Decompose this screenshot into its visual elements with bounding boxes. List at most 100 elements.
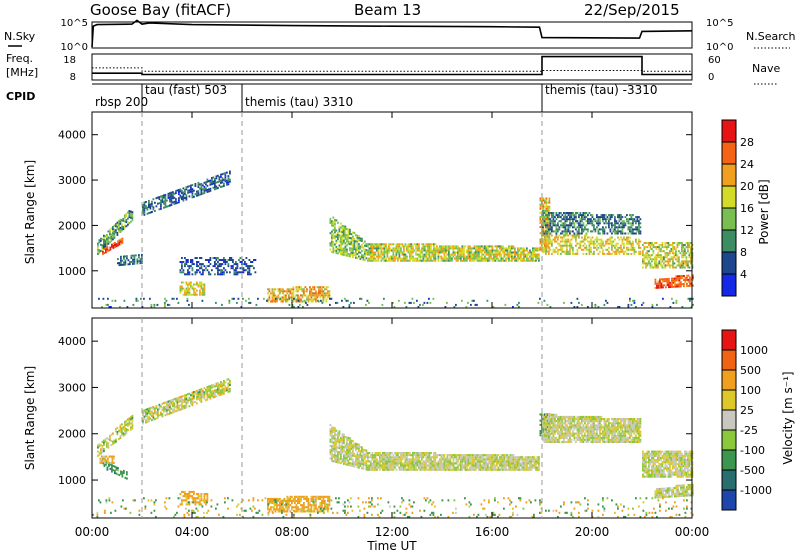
range-cell <box>455 255 458 258</box>
range-cell <box>193 395 195 398</box>
range-cell <box>649 256 652 259</box>
range-cell <box>431 251 434 254</box>
range-cell <box>182 287 185 290</box>
range-cell <box>681 242 683 244</box>
range-cell <box>338 228 341 231</box>
range-cell <box>163 194 165 197</box>
range-cell <box>638 232 640 235</box>
range-cell <box>467 251 470 254</box>
range-cell <box>633 218 636 221</box>
range-cell <box>646 250 649 253</box>
range-cell <box>651 264 653 267</box>
range-cell <box>119 306 121 308</box>
range-cell <box>636 228 639 231</box>
range-cell <box>401 464 404 467</box>
range-cell <box>178 199 180 202</box>
range-cell <box>478 249 480 252</box>
range-cell <box>329 424 332 427</box>
range-cell <box>199 390 201 393</box>
range-cell <box>244 261 246 263</box>
range-cell <box>301 290 304 293</box>
range-cell <box>340 449 342 452</box>
range-cell <box>371 468 374 471</box>
range-cell <box>303 497 305 500</box>
range-cell <box>187 269 189 272</box>
range-cell <box>277 499 280 502</box>
range-cell <box>394 462 396 465</box>
range-cell <box>325 508 328 511</box>
range-cell <box>397 454 399 457</box>
range-cell <box>212 396 215 399</box>
range-cell <box>277 290 280 293</box>
range-cell <box>383 245 386 248</box>
range-cell <box>588 242 591 245</box>
range-cell <box>382 454 384 457</box>
range-cell <box>361 246 363 248</box>
range-cell <box>340 253 342 256</box>
range-cell <box>371 456 374 459</box>
range-cell <box>343 225 345 228</box>
range-cell <box>593 250 595 253</box>
range-cell <box>273 290 275 293</box>
range-cell <box>405 306 408 308</box>
range-cell <box>107 438 110 441</box>
range-cell <box>280 300 283 303</box>
range-cell <box>197 194 200 197</box>
range-cell <box>539 217 542 220</box>
range-cell <box>570 230 573 233</box>
range-cell <box>546 303 549 306</box>
range-cell <box>543 299 546 302</box>
range-cell <box>649 242 652 244</box>
range-cell <box>341 237 344 240</box>
range-cell <box>672 281 675 284</box>
range-cell <box>191 263 194 266</box>
range-cell <box>654 256 656 259</box>
range-cell <box>560 232 562 235</box>
range-cell <box>327 499 329 502</box>
range-cell <box>199 499 201 502</box>
range-cell <box>549 232 552 235</box>
range-cell <box>684 244 686 246</box>
range-cell <box>169 404 171 407</box>
range-cell <box>220 263 222 266</box>
range-cell <box>164 297 166 300</box>
range-cell <box>125 430 128 433</box>
range-cell <box>464 259 467 262</box>
range-cell <box>451 245 453 248</box>
range-cell <box>415 460 417 463</box>
range-cell <box>98 249 101 252</box>
range-cell <box>242 297 244 300</box>
range-cell <box>452 464 455 467</box>
range-cell <box>286 300 289 303</box>
range-cell <box>227 265 230 268</box>
range-cell <box>211 390 213 393</box>
range-cell <box>412 454 414 457</box>
range-cell <box>288 497 290 500</box>
range-cell <box>676 256 679 259</box>
range-cell <box>472 259 474 262</box>
range-cell <box>327 294 329 297</box>
range-cell <box>380 458 383 461</box>
range-cell <box>654 280 657 283</box>
range-cell <box>570 222 573 225</box>
range-cell <box>491 257 494 260</box>
range-cell <box>543 248 546 251</box>
range-cell <box>388 458 390 461</box>
range-cell <box>301 495 304 498</box>
range-cell <box>475 257 477 260</box>
range-cell <box>104 455 106 458</box>
range-cell <box>181 395 183 398</box>
range-cell <box>436 464 438 467</box>
range-cell <box>546 224 549 227</box>
range-cell <box>584 218 586 221</box>
range-cell <box>104 239 107 242</box>
range-cell <box>200 281 203 284</box>
range-cell <box>478 257 480 260</box>
range-cell <box>176 189 179 192</box>
range-cell <box>670 248 673 251</box>
range-cell <box>605 220 607 223</box>
range-cell <box>313 294 316 297</box>
range-cell <box>542 203 545 206</box>
range-cell <box>564 228 567 231</box>
range-cell <box>549 248 552 251</box>
